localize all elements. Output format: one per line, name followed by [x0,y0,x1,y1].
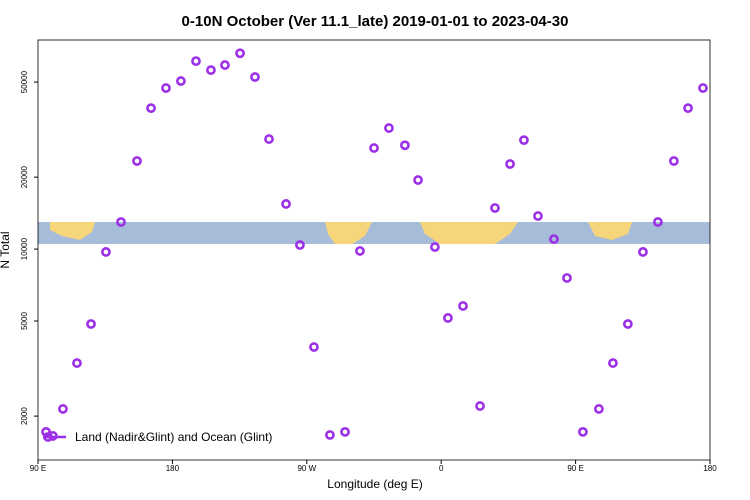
data-point [369,143,379,153]
data-point [235,48,245,59]
legend-marker [43,432,53,442]
data-point [309,342,319,352]
x-tick-label: 180 [703,464,717,473]
y-tick-label: 20000 [20,165,29,188]
data-point [101,247,111,257]
data-point [161,83,171,93]
data-point [519,135,529,146]
data-point [295,240,305,250]
plot-frame [37,39,711,461]
data-point [549,234,559,244]
data-point [281,199,291,209]
data-point [593,404,604,414]
data-point [400,140,410,151]
data-point [698,83,708,93]
data-point [325,430,335,440]
y-tick-label: 2000 [20,407,29,425]
data-point [562,273,572,283]
data-point [443,313,453,323]
data-point [430,242,440,252]
data-point [86,319,96,329]
data-point [58,404,68,414]
data-point [475,401,485,411]
y-tick-label: 50000 [20,70,29,93]
x-tick-label: 90 E [30,464,46,473]
data-point [355,246,365,256]
data-point [250,72,260,82]
x-tick-label: 90 E [567,464,583,473]
data-point [413,175,423,185]
data-point [176,76,186,86]
data-point [116,217,126,227]
data-point [668,156,679,166]
map-band [38,222,710,244]
data-point [146,103,156,114]
x-tick-label: 180 [166,464,180,473]
data-point [220,60,230,70]
data-point [622,319,633,329]
data-point [578,426,588,437]
x-tick-label: 0 [439,464,444,473]
data-point [384,123,394,133]
data-point [206,65,216,76]
data-point [458,301,468,311]
data-point [638,247,648,257]
data-point [652,217,663,227]
data-point [490,203,500,213]
data-point [264,134,274,144]
y-tick-label: 5000 [20,312,29,330]
y-tick-label: 10000 [20,237,29,260]
data-point [340,426,350,437]
y-axis-label: N Total [0,231,12,268]
data-point [191,56,201,67]
legend-label: Land (Nadir&Glint) and Ocean (Glint) [75,430,272,444]
data-point [505,159,515,169]
x-tick-label: 90 W [297,464,316,473]
x-axis-label: Longitude (deg E) [327,477,422,491]
data-point [683,103,693,114]
chart-title: 0-10N October (Ver 11.1_late) 2019-01-01… [182,13,569,30]
data-point [608,358,618,368]
data-point [132,156,142,166]
data-point [533,211,543,221]
data-point [72,358,82,368]
